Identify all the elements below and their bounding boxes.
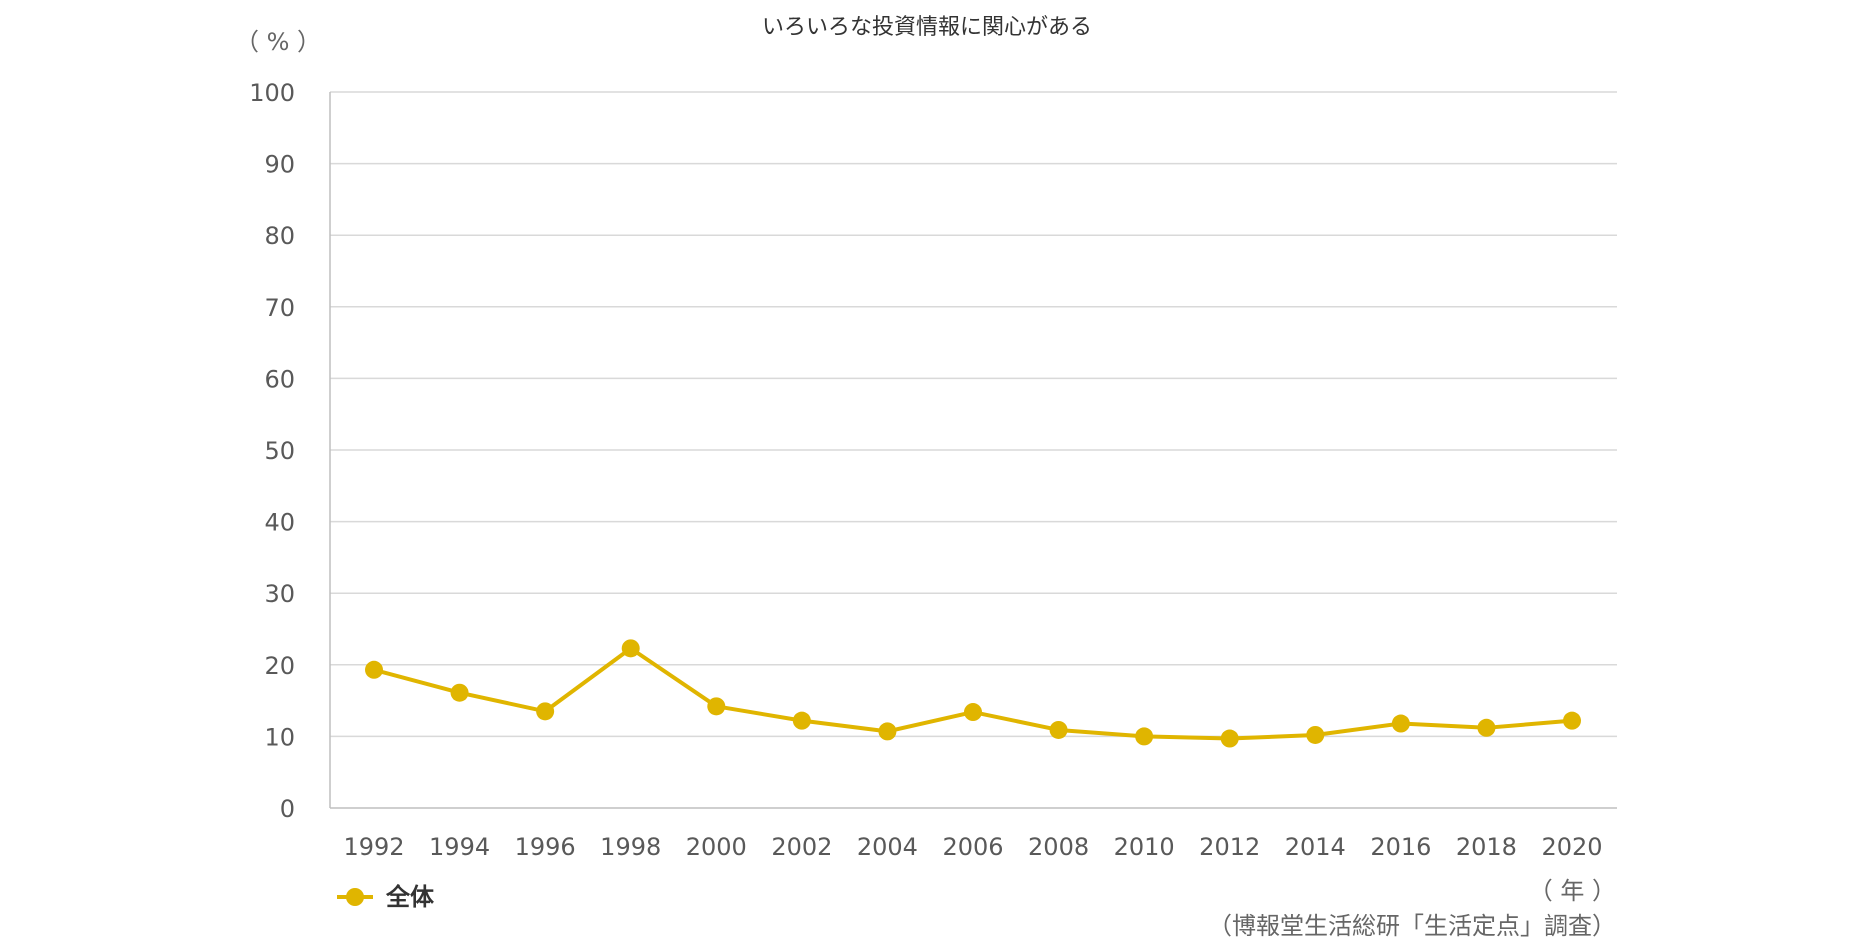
y-tick-label: 20: [264, 652, 295, 680]
x-tick-label: 2006: [942, 833, 1003, 861]
data-point-1998: [621, 639, 640, 658]
y-tick-label: 50: [264, 437, 295, 465]
data-point-2000: [707, 697, 726, 716]
x-tick-label: 2014: [1285, 833, 1346, 861]
x-axis-ticks: 1992 1994 1996 1998 2000 2002 2004 2006 2008 2010…: [343, 833, 1602, 861]
y-tick-label: 100: [249, 79, 295, 107]
x-tick-label: 2000: [686, 833, 747, 861]
y-tick-label: 90: [264, 151, 295, 179]
data-point-2014: [1306, 725, 1325, 744]
legend-dot-marker: [346, 888, 364, 906]
x-tick-label: 2008: [1028, 833, 1089, 861]
y-axis-unit-label: （ % ）: [235, 28, 321, 56]
x-tick-label: 1994: [429, 833, 490, 861]
y-tick-label: 60: [264, 365, 295, 393]
source-note: （博報堂生活総研「生活定点」調査）: [1208, 912, 1616, 940]
gridlines: [330, 91, 1617, 738]
x-tick-label: 2018: [1456, 833, 1517, 861]
x-axis-unit-label: （ 年 ）: [1529, 877, 1616, 905]
y-tick-label: 0: [280, 795, 295, 823]
data-point-1996: [536, 702, 555, 721]
data-point-2018: [1477, 718, 1496, 737]
data-point-1992: [365, 660, 383, 679]
y-tick-label: 80: [264, 222, 295, 250]
y-tick-label: 70: [264, 294, 295, 322]
x-tick-label: 2002: [771, 833, 832, 861]
legend-label: 全体: [385, 883, 435, 911]
data-point-1994: [450, 683, 469, 702]
x-tick-label: 2004: [857, 833, 918, 861]
chart-title: いろいろな投資情報に関心がある: [762, 15, 1092, 40]
x-tick-label: 2020: [1541, 833, 1602, 861]
data-point-2010: [1135, 727, 1154, 746]
x-tick-label: 2010: [1114, 833, 1175, 861]
data-point-2016: [1391, 714, 1410, 733]
data-point-2006: [964, 703, 982, 722]
data-point-2004: [878, 722, 897, 741]
y-tick-label: 30: [264, 580, 295, 608]
x-tick-label: 1996: [515, 833, 576, 861]
x-tick-label: 1992: [343, 833, 404, 861]
x-tick-label: 2012: [1199, 833, 1260, 861]
x-tick-label: 2016: [1370, 833, 1431, 861]
legend: 全体: [337, 883, 435, 911]
x-tick-label: 1998: [600, 833, 661, 861]
series-group: [365, 639, 1581, 748]
y-tick-label: 40: [264, 509, 295, 537]
y-tick-label: 10: [264, 723, 295, 751]
data-point-2012: [1220, 729, 1239, 748]
data-point-2002: [792, 711, 811, 730]
data-point-2020: [1563, 711, 1581, 730]
data-point-2008: [1049, 720, 1068, 739]
y-axis-ticks: 0 10 20 30 40 50 60 70 80 90 100: [249, 79, 295, 823]
